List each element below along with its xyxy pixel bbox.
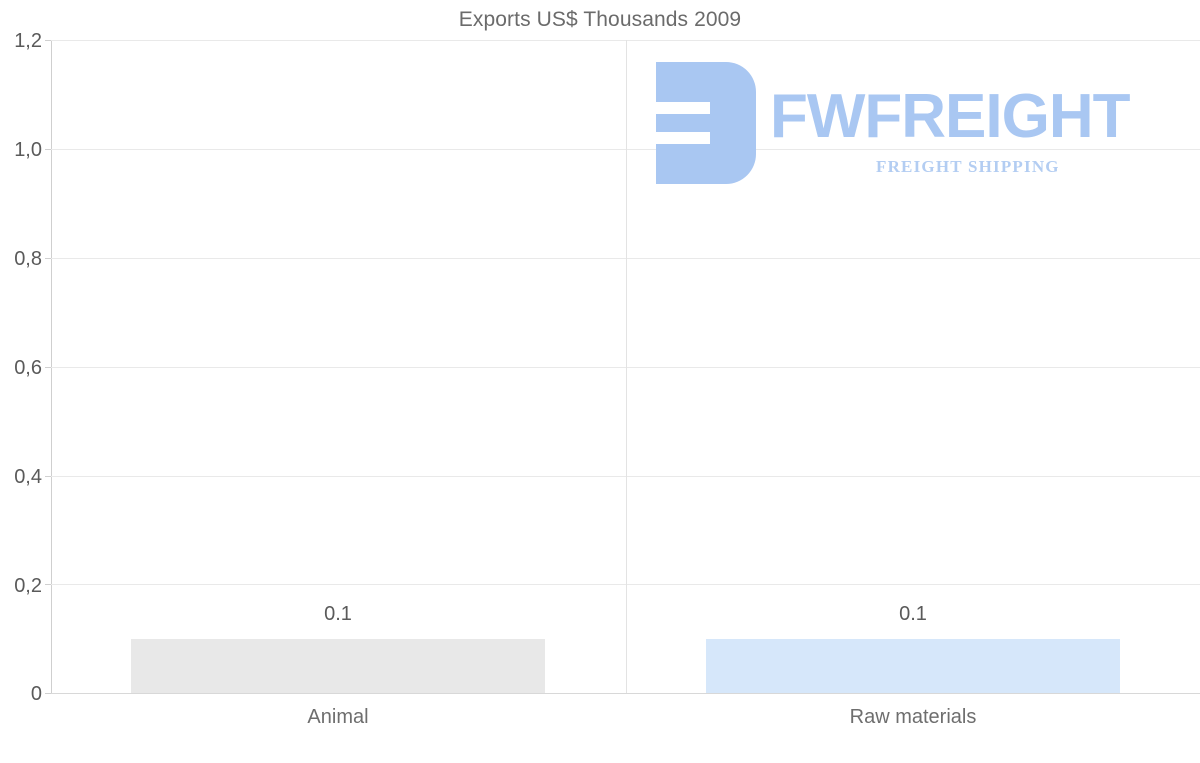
y-axis-tick-mark (45, 693, 51, 694)
y-axis-tick-label: 1,0 (14, 139, 42, 161)
gridline-horizontal (51, 149, 1200, 150)
gridline-vertical (626, 40, 627, 693)
y-axis-tick-label: 1,2 (14, 30, 42, 52)
bar-value-label-raw-materials: 0.1 (899, 603, 927, 625)
y-axis-tick-label: 0,2 (14, 575, 42, 597)
y-axis-tick-label: 0,6 (14, 357, 42, 379)
bar-value-label-animal: 0.1 (324, 603, 352, 625)
y-axis-tick-mark (45, 584, 51, 585)
gridline-horizontal (51, 258, 1200, 259)
x-axis-category-raw-materials: Raw materials (849, 706, 977, 728)
plot-area (51, 40, 1200, 693)
y-axis-tick-mark (45, 367, 51, 368)
x-axis-line (51, 693, 1200, 694)
gridline-horizontal (51, 584, 1200, 585)
y-axis-tick-mark (45, 40, 51, 41)
x-axis-category-animal: Animal (307, 706, 369, 728)
y-axis-tick-mark (45, 258, 51, 259)
bar-raw-materials[interactable] (706, 639, 1120, 693)
y-axis-tick-label: 0,4 (14, 466, 42, 488)
y-axis-tick-label: 0 (30, 683, 42, 705)
gridline-horizontal (51, 40, 1200, 41)
y-axis-line (51, 40, 52, 693)
gridline-horizontal (51, 367, 1200, 368)
y-axis-tick-label: 0,8 (14, 248, 42, 270)
bar-animal[interactable] (131, 639, 545, 693)
y-axis-tick-mark (45, 149, 51, 150)
chart-title: Exports US$ Thousands 2009 (458, 8, 742, 31)
y-axis-tick-mark (45, 476, 51, 477)
gridline-horizontal (51, 476, 1200, 477)
